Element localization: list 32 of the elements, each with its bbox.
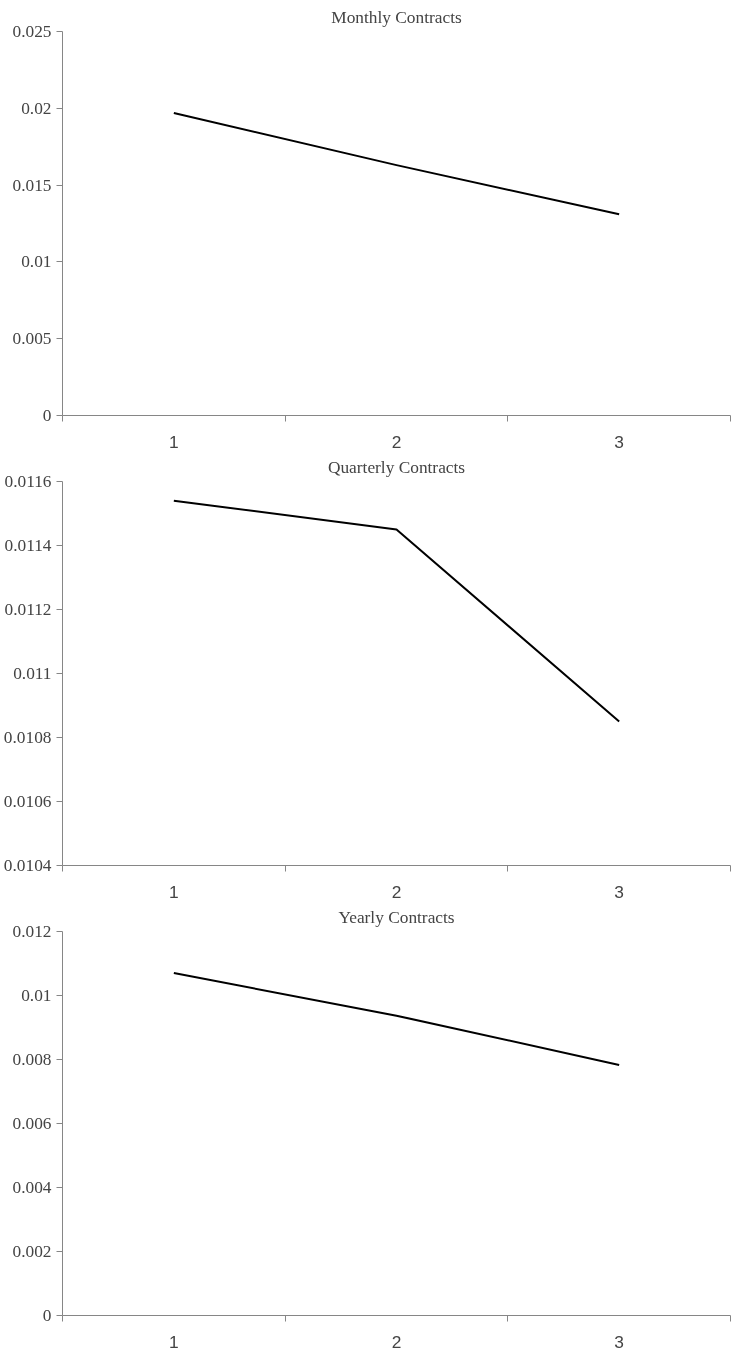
- y-tick-label: 0.0104: [3, 856, 52, 875]
- x-tick-label: 2: [391, 431, 402, 452]
- y-tick-label: 0.0112: [4, 600, 52, 619]
- x-tick-label: 3: [614, 881, 624, 902]
- y-tick-label: 0: [42, 406, 52, 425]
- y-tick-label: 0.0106: [3, 792, 52, 811]
- x-tick-label: 2: [391, 1331, 402, 1352]
- x-tick-label: 3: [614, 431, 624, 452]
- x-tick-label: 1: [169, 1331, 179, 1352]
- y-tick-label: 0.01: [21, 986, 52, 1005]
- y-tick-label: 0.0108: [3, 728, 52, 747]
- y-tick-label: 0.005: [12, 329, 52, 349]
- y-tick-label: 0.006: [12, 1114, 52, 1133]
- y-tick-label: 0.025: [12, 22, 52, 41]
- y-tick-label: 0.01: [21, 252, 52, 272]
- y-tick-label: 0.0116: [4, 472, 52, 491]
- y-tick-label: 0: [42, 1306, 52, 1325]
- y-tick-label: 0.02: [21, 98, 52, 118]
- x-tick-label: 1: [169, 431, 179, 452]
- y-tick-label: 0.002: [12, 1242, 52, 1261]
- x-tick-label: 3: [614, 1331, 624, 1352]
- y-tick-label: 0.004: [12, 1178, 52, 1197]
- x-tick-label: 2: [391, 881, 402, 902]
- y-tick-label: 0.0114: [4, 536, 52, 555]
- chart-title: Monthly Contracts: [331, 7, 462, 27]
- y-tick-label: 0.015: [12, 175, 52, 195]
- y-tick-label: 0.012: [12, 922, 52, 941]
- y-tick-label: 0.011: [13, 664, 52, 683]
- chart-title: Quarterly Contracts: [327, 457, 466, 477]
- y-tick-label: 0.008: [12, 1050, 52, 1069]
- chart-title: Yearly Contracts: [338, 907, 455, 927]
- x-tick-label: 1: [169, 881, 179, 902]
